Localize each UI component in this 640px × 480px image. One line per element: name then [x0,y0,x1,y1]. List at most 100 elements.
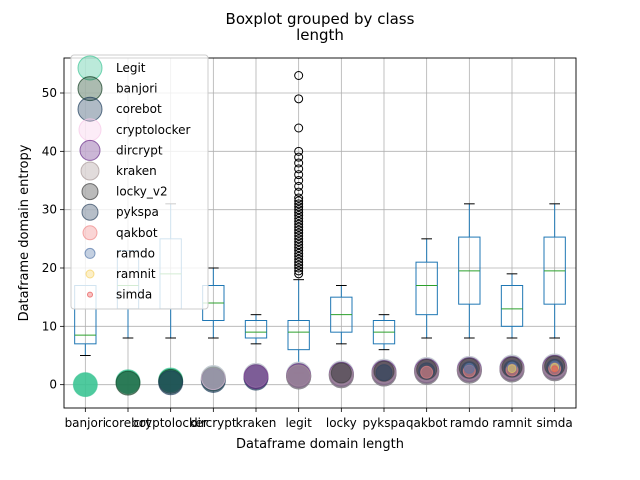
legend-marker [79,139,101,161]
overlay-point [243,364,269,390]
y-tick-label: 0 [49,378,57,392]
box-flier [294,158,304,168]
overlay-point [330,362,352,384]
x-tick-label: legit [285,416,312,430]
box-flier [294,196,304,206]
box-flier [294,248,304,258]
x-tick-label: banjori [65,416,107,430]
box-flier [294,231,304,241]
box-flier [294,219,304,229]
x-axis-label: Dataframe domain length [236,437,404,452]
legend-marker [77,76,103,102]
y-tick-label: 50 [42,86,57,100]
box-flier [294,170,304,180]
box-flier [294,164,304,174]
box-flier [294,176,304,185]
overlay-point [200,365,226,391]
legend-label: ramdo [116,246,155,260]
y-tick-label: 30 [42,203,57,217]
x-tick-label: dircrypt [190,416,237,430]
overlay-point [375,364,393,382]
box-flier [294,213,304,223]
overlay-point [507,364,517,374]
x-tick-label: pykspa [363,416,406,430]
box-flier [294,254,304,264]
overlay-point [72,372,98,398]
box-flier [294,251,304,261]
x-tick-label: qakbot [406,416,448,430]
x-tick-label: ramdo [450,416,489,430]
legend: Legit banjori corebot cryptolocker dircrypt k… [70,54,209,310]
legend-label: qakbot [116,226,158,240]
legend-marker [87,291,93,298]
box-flier [294,208,304,218]
box-body [415,261,438,316]
box-body [287,320,310,351]
box-flier [294,205,304,215]
box-flier [294,211,304,220]
x-tick-label: cryptolocker [133,416,207,430]
legend-label: Legit [116,61,146,75]
box-flier [294,193,304,203]
y-tick-label: 40 [42,144,57,158]
legend-frame [70,54,209,310]
box-flier [294,237,304,247]
x-tick-label: simda [537,416,573,430]
plot-frame [63,57,577,409]
y-axis-label: Dataframe domain entropy [17,144,32,321]
legend-label: locky_v2 [116,185,168,199]
box-flier [294,216,304,226]
box-flier [294,181,304,191]
box-flier [294,146,304,156]
box-flier [294,187,304,197]
chart-title: length [296,26,344,44]
legend-marker [85,269,95,279]
legend-label: corebot [116,102,162,116]
x-tick-label: ramnit [492,416,532,430]
box-flier [294,246,304,255]
legend-label: dircrypt [116,143,163,157]
box-flier [294,234,304,244]
legend-marker [81,203,99,221]
scatter-overlay [72,353,568,398]
box-flier [294,202,304,212]
overlay-point [463,362,475,374]
box-flier [294,240,304,250]
overlay-point [286,364,312,390]
overlay-point [158,370,184,396]
y-tick-label: 20 [42,261,57,275]
legend-marker [81,183,99,201]
y-tick-label: 10 [42,319,57,333]
overlay-point [115,370,141,396]
box-flier [294,269,304,279]
box-flier [294,94,304,104]
overlay-point [420,365,434,379]
legend-label: banjori [116,82,158,96]
overlay-point [551,365,559,373]
box-flier [294,199,304,209]
legend-marker [82,225,98,241]
box-layer [74,71,566,374]
box-flier [294,222,304,232]
legend-marker [77,55,103,81]
x-tick-label: kraken [236,416,277,430]
box-flier [294,71,304,80]
legend-marker [84,247,96,259]
box-body [500,285,524,327]
x-tick-label: locky [326,416,357,430]
x-tick-label: corebot [105,416,151,430]
box-flier [294,225,304,235]
legend-marker [78,118,102,142]
box-flier [294,152,304,162]
box-flier [294,257,304,267]
legend-label: simda [116,288,152,302]
legend-label: ramnit [116,267,156,281]
legend-label: pykspa [116,205,159,219]
box-flier [294,266,304,276]
box-flier [294,260,304,270]
box-body [244,320,268,339]
box-flier [294,228,304,238]
box-flier [294,243,304,253]
